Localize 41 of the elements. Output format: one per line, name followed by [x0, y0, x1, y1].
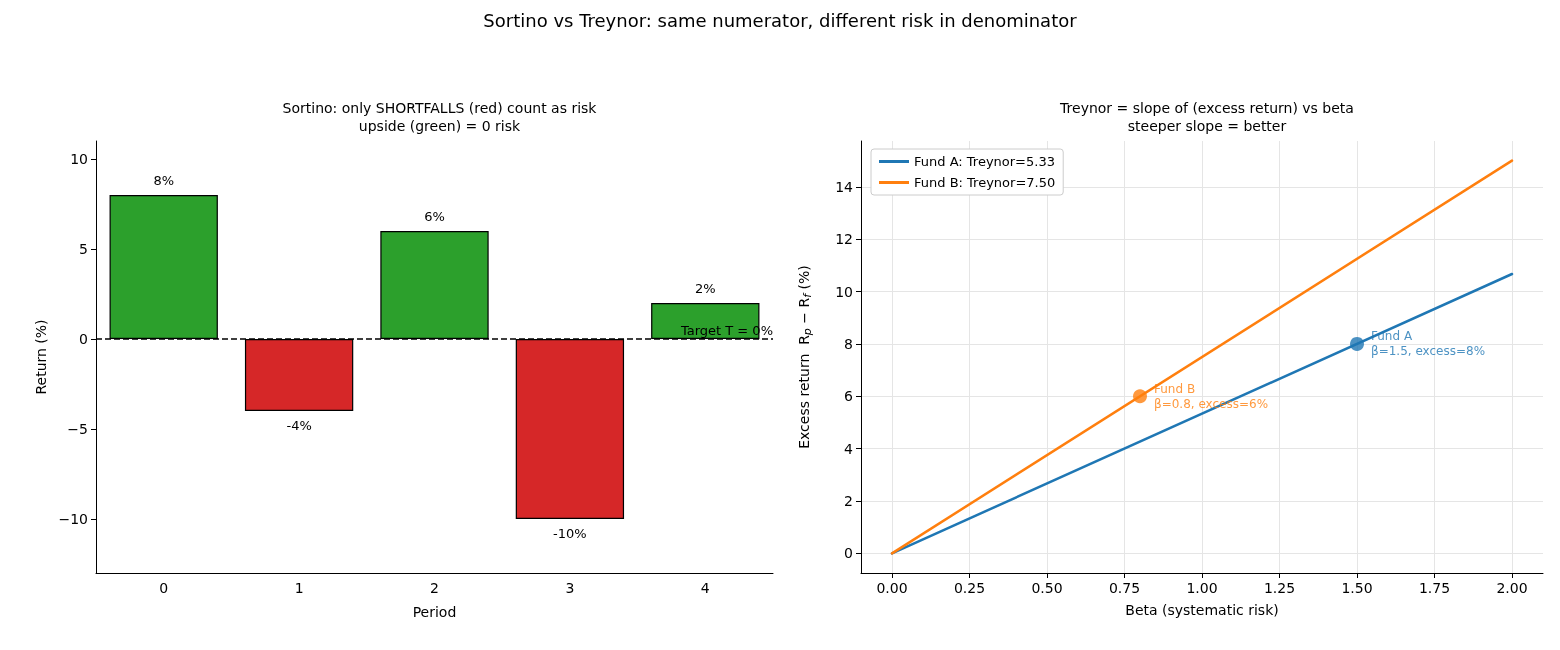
x-tick-label: 2.00 — [1496, 580, 1528, 596]
x-tick-label: 2 — [430, 580, 439, 596]
x-axis-title: Beta (systematic risk) — [1125, 602, 1279, 618]
text: Sortino vs Treynor: same numerator, different risk in denominator — [482, 10, 1078, 31]
y-tick-label: −5 — [67, 421, 88, 437]
y-tick-label: 4 — [844, 440, 854, 457]
y-axis-title: Excess return Rp − Rf (%) — [795, 265, 814, 449]
x-tick-label: 1.25 — [1263, 580, 1296, 596]
y-axis-title: Return (%) — [32, 319, 49, 395]
data-label: 2% — [694, 281, 716, 296]
y-tick-label: 0 — [79, 331, 88, 347]
y-tick-label: 5 — [79, 241, 88, 257]
x-tick-label: 1 — [294, 580, 304, 596]
x-tick-label: 0.25 — [953, 580, 986, 596]
x-tick-label: 3 — [565, 580, 575, 596]
y-tick-label: 0 — [844, 545, 853, 562]
y-tick-label: 10 — [70, 151, 88, 167]
data-label: -10% — [553, 526, 587, 541]
y-tick-label: 10 — [835, 283, 853, 300]
y-tick-label: 14 — [835, 178, 854, 195]
chart-title: Sortino: only SHORTFALLS (red) count as risk upside (green) = 0 risk — [282, 100, 598, 134]
x-tick-label: 1.75 — [1418, 580, 1451, 596]
x-tick-label: 0 — [159, 580, 169, 596]
x-tick-label: 0.50 — [1031, 580, 1063, 596]
y-tick-label: 6 — [844, 388, 854, 405]
x-tick-label: 0.00 — [876, 580, 908, 596]
y-tick-label: −10 — [58, 511, 88, 527]
x-tick-label: 1.00 — [1186, 580, 1218, 596]
chart-title: Treynor = slope of (excess return) vs beta steeper slope = better — [1059, 100, 1354, 134]
data-label: 6% — [424, 209, 445, 224]
x-axis-title: Period — [412, 604, 457, 620]
legend-label: Fund A: Treynor=5.33 — [914, 154, 1055, 169]
y-tick-label: 8 — [844, 335, 853, 352]
data-label: 8% — [153, 173, 175, 188]
y-tick-label: 2 — [844, 493, 853, 509]
y-tick-label: 12 — [835, 231, 853, 248]
x-tick-label: 1.50 — [1341, 580, 1373, 596]
data-label: -4% — [286, 418, 312, 433]
x-tick-label: 4 — [700, 580, 710, 596]
legend-label: Fund B: Treynor=7.50 — [914, 175, 1056, 190]
x-tick-label: 0.75 — [1108, 580, 1141, 596]
